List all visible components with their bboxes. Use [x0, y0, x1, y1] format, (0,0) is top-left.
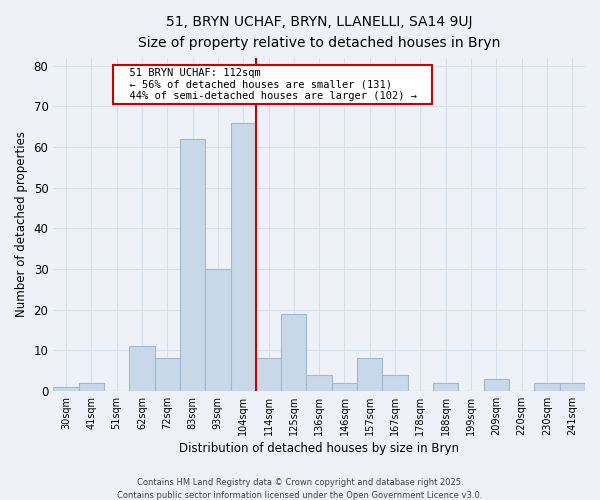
Bar	[484, 378, 509, 391]
Bar	[129, 346, 155, 391]
Y-axis label: Number of detached properties: Number of detached properties	[15, 132, 28, 318]
Bar	[155, 358, 180, 391]
Text: Contains HM Land Registry data © Crown copyright and database right 2025.
Contai: Contains HM Land Registry data © Crown c…	[118, 478, 482, 500]
Bar	[256, 358, 281, 391]
X-axis label: Distribution of detached houses by size in Bryn: Distribution of detached houses by size …	[179, 442, 459, 455]
Bar	[79, 382, 104, 391]
Bar	[357, 358, 382, 391]
Bar	[180, 139, 205, 391]
Title: 51, BRYN UCHAF, BRYN, LLANELLI, SA14 9UJ
Size of property relative to detached h: 51, BRYN UCHAF, BRYN, LLANELLI, SA14 9UJ…	[138, 15, 500, 50]
Bar	[560, 382, 585, 391]
Bar	[332, 382, 357, 391]
Bar	[230, 122, 256, 391]
Bar	[205, 269, 230, 391]
Bar	[535, 382, 560, 391]
Bar	[53, 387, 79, 391]
Bar	[382, 374, 408, 391]
Bar	[307, 374, 332, 391]
Bar	[433, 382, 458, 391]
Bar	[281, 314, 307, 391]
Text: 51 BRYN UCHAF: 112sqm  
  ← 56% of detached houses are smaller (131)  
  44% of : 51 BRYN UCHAF: 112sqm ← 56% of detached …	[116, 68, 429, 101]
